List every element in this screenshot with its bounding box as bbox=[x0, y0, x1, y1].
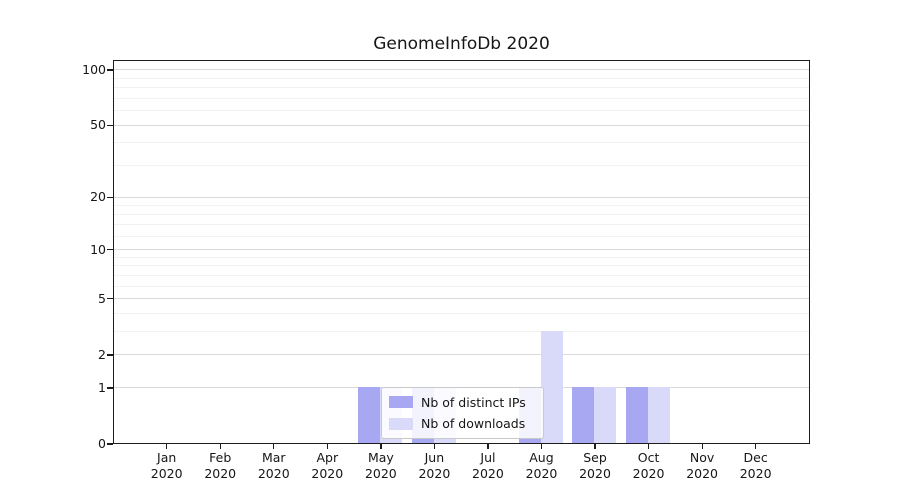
gridline bbox=[114, 223, 809, 225]
gridline bbox=[114, 87, 809, 89]
gridline bbox=[114, 274, 809, 276]
x-tick-mark bbox=[380, 444, 382, 449]
legend: Nb of distinct IPs Nb of downloads bbox=[381, 387, 544, 439]
gridline bbox=[114, 235, 809, 237]
x-tick-label: Oct 2020 bbox=[632, 450, 665, 481]
x-tick-mark bbox=[701, 444, 703, 449]
y-tick-mark bbox=[107, 196, 113, 198]
x-tick-label: Sep 2020 bbox=[579, 450, 611, 481]
gridline bbox=[114, 196, 809, 198]
gridline bbox=[114, 249, 809, 251]
legend-row-downloads: Nb of downloads bbox=[389, 416, 543, 431]
x-tick-mark bbox=[166, 444, 168, 449]
y-tick-mark bbox=[107, 354, 113, 356]
gridline bbox=[114, 124, 809, 126]
gridline bbox=[114, 354, 809, 356]
bar-downloads bbox=[540, 331, 563, 444]
gridline bbox=[114, 256, 809, 258]
y-tick-mark bbox=[107, 443, 113, 445]
gridline bbox=[114, 312, 809, 314]
y-tick-label: 20 bbox=[90, 189, 106, 205]
y-tick-label: 5 bbox=[98, 290, 106, 306]
chart-title: GenomeInfoDb 2020 bbox=[373, 34, 550, 54]
distinct-ips-swatch-icon bbox=[389, 396, 413, 409]
y-tick-mark bbox=[107, 387, 113, 389]
plot-area bbox=[113, 60, 810, 444]
bar-distinct-ips bbox=[625, 387, 648, 444]
x-tick-mark bbox=[487, 444, 489, 449]
legend-row-distinct-ips: Nb of distinct IPs bbox=[389, 395, 543, 410]
x-tick-label: Nov 2020 bbox=[686, 450, 718, 481]
bar-downloads bbox=[594, 387, 617, 444]
x-tick-mark bbox=[326, 444, 329, 449]
gridline bbox=[114, 110, 809, 112]
bar-distinct-ips bbox=[572, 387, 595, 444]
gridline bbox=[114, 285, 809, 287]
x-tick-mark bbox=[433, 444, 436, 449]
x-tick-label: Aug 2020 bbox=[525, 450, 558, 481]
x-tick-mark bbox=[755, 444, 757, 449]
bar-distinct-ips bbox=[358, 387, 381, 444]
x-tick-mark bbox=[273, 444, 275, 449]
y-tick-label: 1 bbox=[98, 379, 106, 395]
legend-label-downloads: Nb of downloads bbox=[421, 416, 526, 432]
gridline bbox=[114, 142, 809, 144]
gridline bbox=[114, 204, 809, 206]
x-tick-mark bbox=[540, 444, 543, 449]
y-tick-mark bbox=[107, 249, 113, 251]
gridline bbox=[114, 213, 809, 215]
x-tick-label: May 2020 bbox=[364, 450, 397, 481]
x-tick-mark bbox=[219, 444, 221, 449]
gridline bbox=[114, 331, 809, 333]
x-tick-mark bbox=[594, 444, 596, 449]
gridline bbox=[114, 97, 809, 99]
gridline bbox=[114, 69, 809, 71]
gridline bbox=[114, 298, 809, 300]
x-tick-mark bbox=[647, 444, 650, 449]
gridline bbox=[114, 165, 809, 167]
x-tick-label: Jul 2020 bbox=[472, 450, 504, 481]
y-tick-mark bbox=[107, 124, 113, 127]
y-tick-label: 2 bbox=[98, 346, 106, 362]
downloads-swatch-icon bbox=[389, 417, 413, 430]
x-tick-label: Jun 2020 bbox=[418, 450, 451, 481]
gridline bbox=[114, 265, 809, 267]
x-tick-label: Apr 2020 bbox=[311, 450, 344, 481]
y-tick-label: 50 bbox=[90, 117, 106, 133]
x-tick-label: Jan 2020 bbox=[150, 450, 183, 481]
x-tick-label: Dec 2020 bbox=[739, 450, 772, 481]
x-tick-label: Feb 2020 bbox=[204, 450, 237, 481]
y-tick-mark bbox=[107, 298, 113, 300]
y-tick-mark bbox=[107, 69, 113, 71]
legend-label-distinct-ips: Nb of distinct IPs bbox=[421, 394, 526, 410]
y-tick-label: 0 bbox=[98, 436, 106, 451]
x-tick-label: Mar 2020 bbox=[257, 450, 290, 481]
y-tick-label: 10 bbox=[90, 241, 106, 257]
bar-downloads bbox=[647, 387, 670, 444]
gridline bbox=[114, 77, 809, 79]
y-tick-label: 100 bbox=[82, 62, 106, 77]
